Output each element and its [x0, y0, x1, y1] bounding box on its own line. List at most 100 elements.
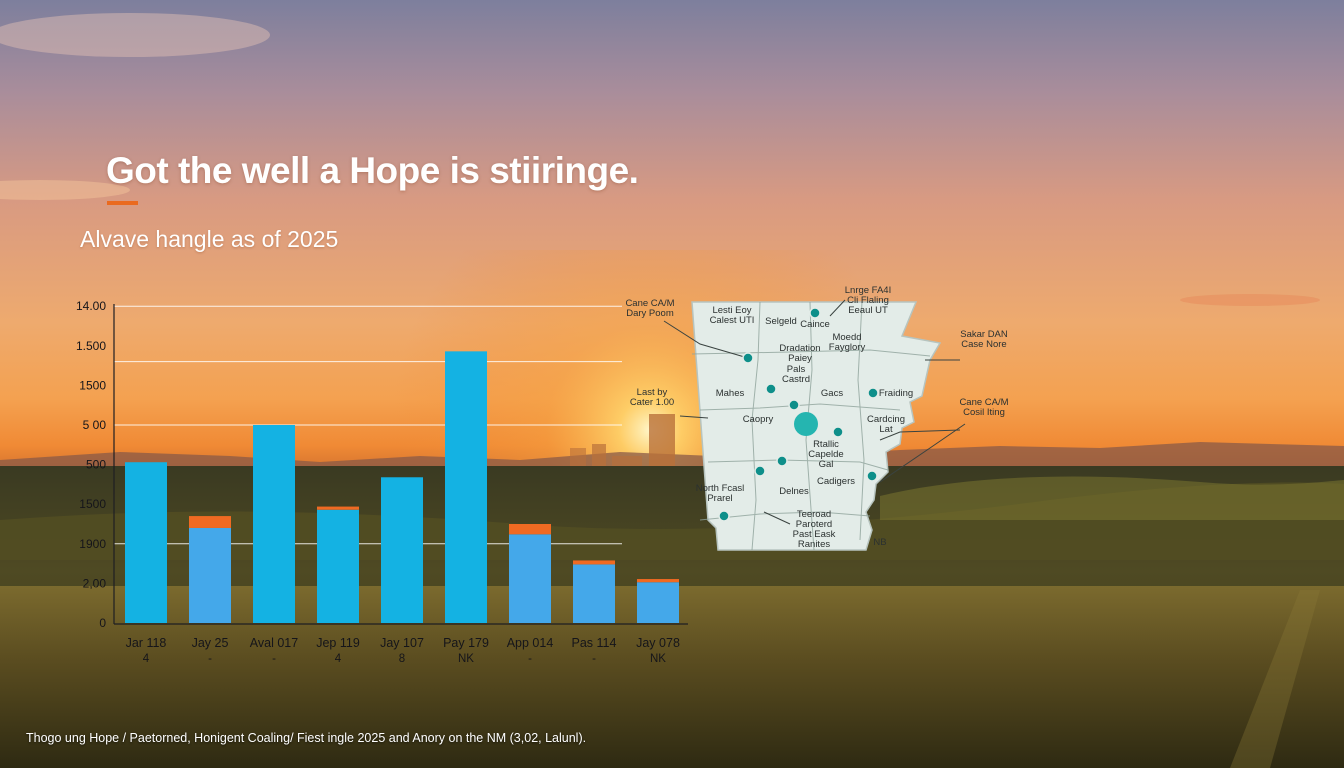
map-label: NB — [873, 537, 886, 548]
map-label: Case Nore — [961, 339, 1006, 350]
map-label: Sakar DAN — [960, 329, 1008, 340]
map-label: Cli Flaling — [847, 295, 889, 306]
bar[interactable] — [253, 425, 295, 623]
map-label: Past Eask — [793, 529, 836, 540]
map-label: Moedd — [832, 332, 861, 343]
map-marker[interactable] — [718, 510, 730, 522]
map-label: Cosil Iting — [963, 407, 1005, 418]
map-label: Eeaul UT — [848, 305, 888, 316]
x-tick-label: Jay 078 — [636, 636, 680, 650]
map-label: Teeroad — [797, 509, 831, 520]
map-label: Caopry — [743, 414, 774, 425]
y-tick-label: 500 — [86, 458, 106, 472]
x-tick-sublabel: - — [208, 653, 212, 665]
x-tick-sublabel: 4 — [335, 653, 342, 665]
title-accent-bar — [107, 201, 138, 205]
x-tick-sublabel: NK — [458, 653, 474, 665]
x-tick-labels: Jar 118 4 Jay 25 - Aval 017 - Jep 119 4 Jay 107 8… — [126, 636, 680, 665]
map-marker[interactable] — [832, 426, 844, 438]
map-label: Lnrge FA4I — [845, 285, 891, 296]
map-marker[interactable] — [754, 465, 766, 477]
map-label: Selgeld — [765, 316, 797, 327]
map-label: Rtallic — [813, 439, 839, 450]
map-marker[interactable] — [776, 455, 788, 467]
map-label: Lesti Eoy — [712, 305, 751, 316]
x-tick-label: Pas 114 — [572, 636, 617, 650]
page-title: Got the well a Hope is stiiringe. — [106, 150, 639, 191]
chart-axes — [113, 304, 688, 625]
y-tick-label: 1500 — [79, 497, 106, 511]
map-label: Fraiding — [879, 388, 913, 399]
bar-top-segment[interactable] — [509, 524, 551, 535]
map-label: Cadigers — [817, 476, 855, 487]
bar[interactable] — [189, 527, 231, 623]
x-tick-label: App 014 — [507, 636, 554, 650]
y-tick-labels: 0 2,00 1900 1500 500 5 00 1500 1.500 14.00 — [76, 299, 106, 630]
bar-top-segment[interactable] — [573, 560, 615, 565]
x-tick-sublabel: - — [528, 653, 532, 665]
y-tick-label: 2,00 — [83, 576, 107, 590]
y-tick-label: 14.00 — [76, 299, 106, 313]
bar-top-segment[interactable] — [317, 506, 359, 510]
map-label: Gal — [819, 459, 834, 470]
bar[interactable] — [509, 534, 551, 623]
map-label: Pals — [787, 364, 806, 375]
x-tick-sublabel: 4 — [143, 653, 150, 665]
map-marker[interactable] — [866, 470, 878, 482]
map-marker[interactable] — [867, 387, 879, 399]
x-tick-label: Jay 107 — [380, 636, 424, 650]
bar-top-segment[interactable] — [189, 516, 231, 528]
map-label: Cardcing — [867, 414, 905, 425]
bar[interactable] — [317, 509, 359, 623]
map-hub-marker[interactable] — [794, 412, 818, 436]
x-tick-label: Aval 017 — [250, 636, 298, 650]
map-label: Paiey — [788, 353, 812, 364]
bar[interactable] — [573, 564, 615, 623]
map-label: Paroterd — [796, 519, 832, 530]
y-tick-label: 5 00 — [83, 418, 107, 432]
x-tick-sublabel: NK — [650, 653, 666, 665]
map-label: Delnes — [779, 486, 809, 497]
map-label: Lat — [879, 424, 893, 435]
map-marker[interactable] — [788, 399, 800, 411]
map-label: Cane CA/M — [959, 397, 1008, 408]
x-tick-label: Jar 118 — [126, 636, 167, 650]
map-label: Mahes — [716, 388, 745, 399]
bar[interactable] — [125, 462, 167, 623]
map-label: Gacs — [821, 388, 843, 399]
map-label: Cane CA/M — [625, 298, 674, 309]
map-label: North Fcasl — [696, 483, 745, 494]
map-label: Dradation — [779, 343, 820, 354]
map-label: Cater 1.00 — [630, 397, 674, 408]
chart-bars — [125, 351, 679, 623]
page-subtitle: Alvave hangle as of 2025 — [80, 226, 339, 252]
x-tick-sublabel: 8 — [399, 653, 405, 665]
y-tick-label: 1.500 — [76, 339, 106, 353]
map-leader-lines — [663, 299, 966, 525]
y-tick-label: 0 — [99, 616, 106, 630]
map-marker[interactable] — [809, 307, 821, 319]
footer-caption: Thogo ung Hope / Paetorned, Honigent Coa… — [26, 731, 587, 745]
map-markers — [718, 307, 879, 522]
map-label: Fayglory — [829, 342, 866, 353]
x-tick-label: Jay 25 — [192, 636, 229, 650]
y-tick-label: 1500 — [79, 378, 106, 392]
bar[interactable] — [445, 351, 487, 623]
map-label: Capelde — [808, 449, 843, 460]
map-label: Castrd — [782, 374, 810, 385]
map-label: Dary Poom — [626, 308, 674, 319]
bar[interactable] — [637, 582, 679, 623]
x-tick-label: Jep 119 — [316, 636, 360, 650]
map-marker[interactable] — [742, 352, 754, 364]
map-label: Prarel — [707, 493, 732, 504]
map-label: Last by — [637, 387, 668, 398]
map-label: Ranites — [798, 539, 830, 550]
bar-top-segment[interactable] — [637, 579, 679, 583]
map-marker[interactable] — [765, 383, 777, 395]
x-tick-sublabel: - — [272, 653, 276, 665]
map-label: Calest UTI — [710, 315, 755, 326]
bar[interactable] — [381, 477, 423, 623]
